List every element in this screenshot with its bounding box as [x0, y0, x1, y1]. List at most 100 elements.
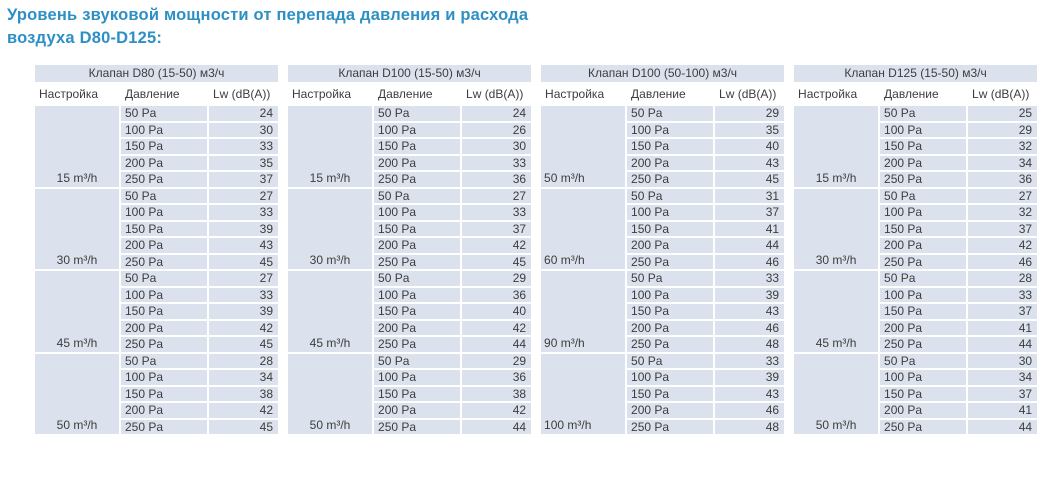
lw-value-cell: 35 [206, 153, 281, 172]
lw-value-cell: 46 [713, 252, 787, 271]
pressure-cell: 100 Pa [878, 203, 969, 222]
page-title-line1: Уровень звуковой мощности от перепада да… [7, 6, 529, 24]
pressure-cell: 150 Pa [119, 384, 209, 403]
lw-value-cell: 33 [460, 203, 534, 222]
table-row: 150 Pa 30 [287, 137, 534, 156]
pressure-cell: 150 Pa [625, 302, 716, 321]
pressure-cell: 100 Pa [119, 368, 209, 387]
pressure-cell: 200 Pa [625, 236, 716, 255]
pressure-cell: 50 Pa [625, 186, 716, 205]
lw-value-cell: 29 [460, 351, 534, 370]
lw-value-cell: 41 [713, 219, 787, 238]
pressure-cell: 150 Pa [372, 137, 463, 156]
flow-setting-cell: 90 m³/h [539, 269, 628, 354]
lw-value-cell: 39 [713, 285, 787, 304]
lw-value-cell: 24 [206, 104, 281, 123]
table-row: 100 Pa 33 [34, 285, 281, 304]
pressure-cell: 50 Pa [119, 104, 209, 123]
pressure-cell: 100 Pa [119, 120, 209, 139]
flow-setting-cell: 45 m³/h [792, 269, 881, 354]
table-row: 200 Pa 41 [793, 401, 1040, 420]
flow-setting-cell: 100 m³/h [539, 351, 628, 436]
table-row: 45 m³/h 50 Pa 28 [792, 269, 1040, 354]
table-row: 30 m³/h 50 Pa 27 [286, 186, 534, 271]
pressure-cell: 200 Pa [372, 401, 463, 420]
pressure-cell: 50 Pa [625, 104, 716, 123]
lw-value-cell: 45 [713, 170, 787, 189]
table-row: 250 Pa 44 [287, 417, 534, 436]
pressure-cell: 150 Pa [878, 384, 969, 403]
table-row: 100 Pa 35 [540, 120, 787, 139]
column-headers-row: Настройка Давление Lw (dB(A)) [286, 82, 534, 106]
pressure-cell: 150 Pa [372, 302, 463, 321]
table-title-row: Клапан D125 (15-50) м3/ч [792, 63, 1040, 84]
lw-value-cell: 44 [713, 236, 787, 255]
pressure-cell: 50 Pa [372, 351, 463, 370]
col-header-lw: Lw (dB(A)) [460, 82, 534, 106]
pressure-cell: 100 Pa [119, 203, 209, 222]
lw-value-cell: 45 [460, 252, 534, 271]
lw-value-cell: 27 [206, 186, 281, 205]
pressure-cell: 50 Pa [119, 186, 209, 205]
lw-value-cell: 43 [713, 153, 787, 172]
table-row: 50 m³/h 50 Pa 28 [33, 351, 281, 436]
lw-value-cell: 33 [460, 153, 534, 172]
lw-value-cell: 33 [966, 285, 1040, 304]
lw-value-cell: 33 [206, 137, 281, 156]
flow-setting-cell: 50 m³/h [33, 351, 121, 436]
table-row: 30 m³/h 50 Pa 27 [792, 186, 1040, 271]
pressure-cell: 150 Pa [625, 219, 716, 238]
table-title: Клапан D100 (15-50) м3/ч [286, 63, 534, 84]
page-title: Уровень звуковой мощности от перепада да… [7, 4, 1045, 50]
lw-value-cell: 45 [206, 417, 281, 436]
table-row: 15 m³/h 50 Pa 24 [286, 104, 534, 189]
lw-value-cell: 27 [966, 186, 1040, 205]
table-row: 100 m³/h 50 Pa 33 [539, 351, 787, 436]
col-header-lw: Lw (dB(A)) [206, 82, 281, 106]
col-header-lw: Lw (dB(A)) [966, 82, 1040, 106]
pressure-cell: 250 Pa [878, 335, 969, 354]
lw-value-cell: 33 [206, 203, 281, 222]
lw-value-cell: 24 [460, 104, 534, 123]
table-row: 250 Pa 44 [793, 335, 1040, 354]
valve-table-3: Клапан D100 (50-100) м3/ч Настройка Давлен… [539, 63, 787, 436]
table-row: 200 Pa 43 [540, 153, 787, 172]
lw-value-cell: 33 [206, 285, 281, 304]
pressure-cell: 50 Pa [625, 269, 716, 288]
table-row: 200 Pa 44 [540, 236, 787, 255]
pressure-cell: 250 Pa [625, 417, 716, 436]
flow-setting-cell: 60 m³/h [539, 186, 628, 271]
pressure-cell: 150 Pa [372, 384, 463, 403]
table-title: Клапан D100 (50-100) м3/ч [539, 63, 787, 84]
col-header-pressure: Давление [372, 82, 463, 106]
lw-value-cell: 37 [206, 170, 281, 189]
table-row: 50 m³/h 50 Pa 29 [286, 351, 534, 436]
table-row: 150 Pa 38 [34, 384, 281, 403]
pressure-cell: 150 Pa [878, 302, 969, 321]
lw-value-cell: 31 [713, 186, 787, 205]
table-row: 200 Pa 42 [34, 401, 281, 420]
lw-value-cell: 39 [713, 368, 787, 387]
lw-value-cell: 41 [966, 401, 1040, 420]
table-row: 100 Pa 30 [34, 120, 281, 139]
table-row: 150 Pa 37 [793, 219, 1040, 238]
pressure-cell: 100 Pa [625, 285, 716, 304]
table-row: 250 Pa 44 [287, 335, 534, 354]
lw-value-cell: 26 [460, 120, 534, 139]
table-row: 150 Pa 33 [34, 137, 281, 156]
pressure-cell: 100 Pa [625, 120, 716, 139]
pressure-cell: 250 Pa [625, 335, 716, 354]
flow-setting-cell: 15 m³/h [33, 104, 121, 189]
pressure-cell: 50 Pa [878, 186, 969, 205]
pressure-cell: 250 Pa [372, 252, 463, 271]
pressure-cell: 200 Pa [119, 318, 209, 337]
pressure-cell: 250 Pa [119, 417, 209, 436]
pressure-cell: 50 Pa [119, 269, 209, 288]
table-row: 200 Pa 34 [793, 153, 1040, 172]
lw-value-cell: 40 [713, 137, 787, 156]
pressure-cell: 100 Pa [119, 285, 209, 304]
valve-table-1: Клапан D80 (15-50) м3/ч Настройка Давление… [32, 63, 281, 436]
lw-value-cell: 30 [206, 120, 281, 139]
lw-value-cell: 39 [206, 219, 281, 238]
lw-value-cell: 40 [460, 302, 534, 321]
